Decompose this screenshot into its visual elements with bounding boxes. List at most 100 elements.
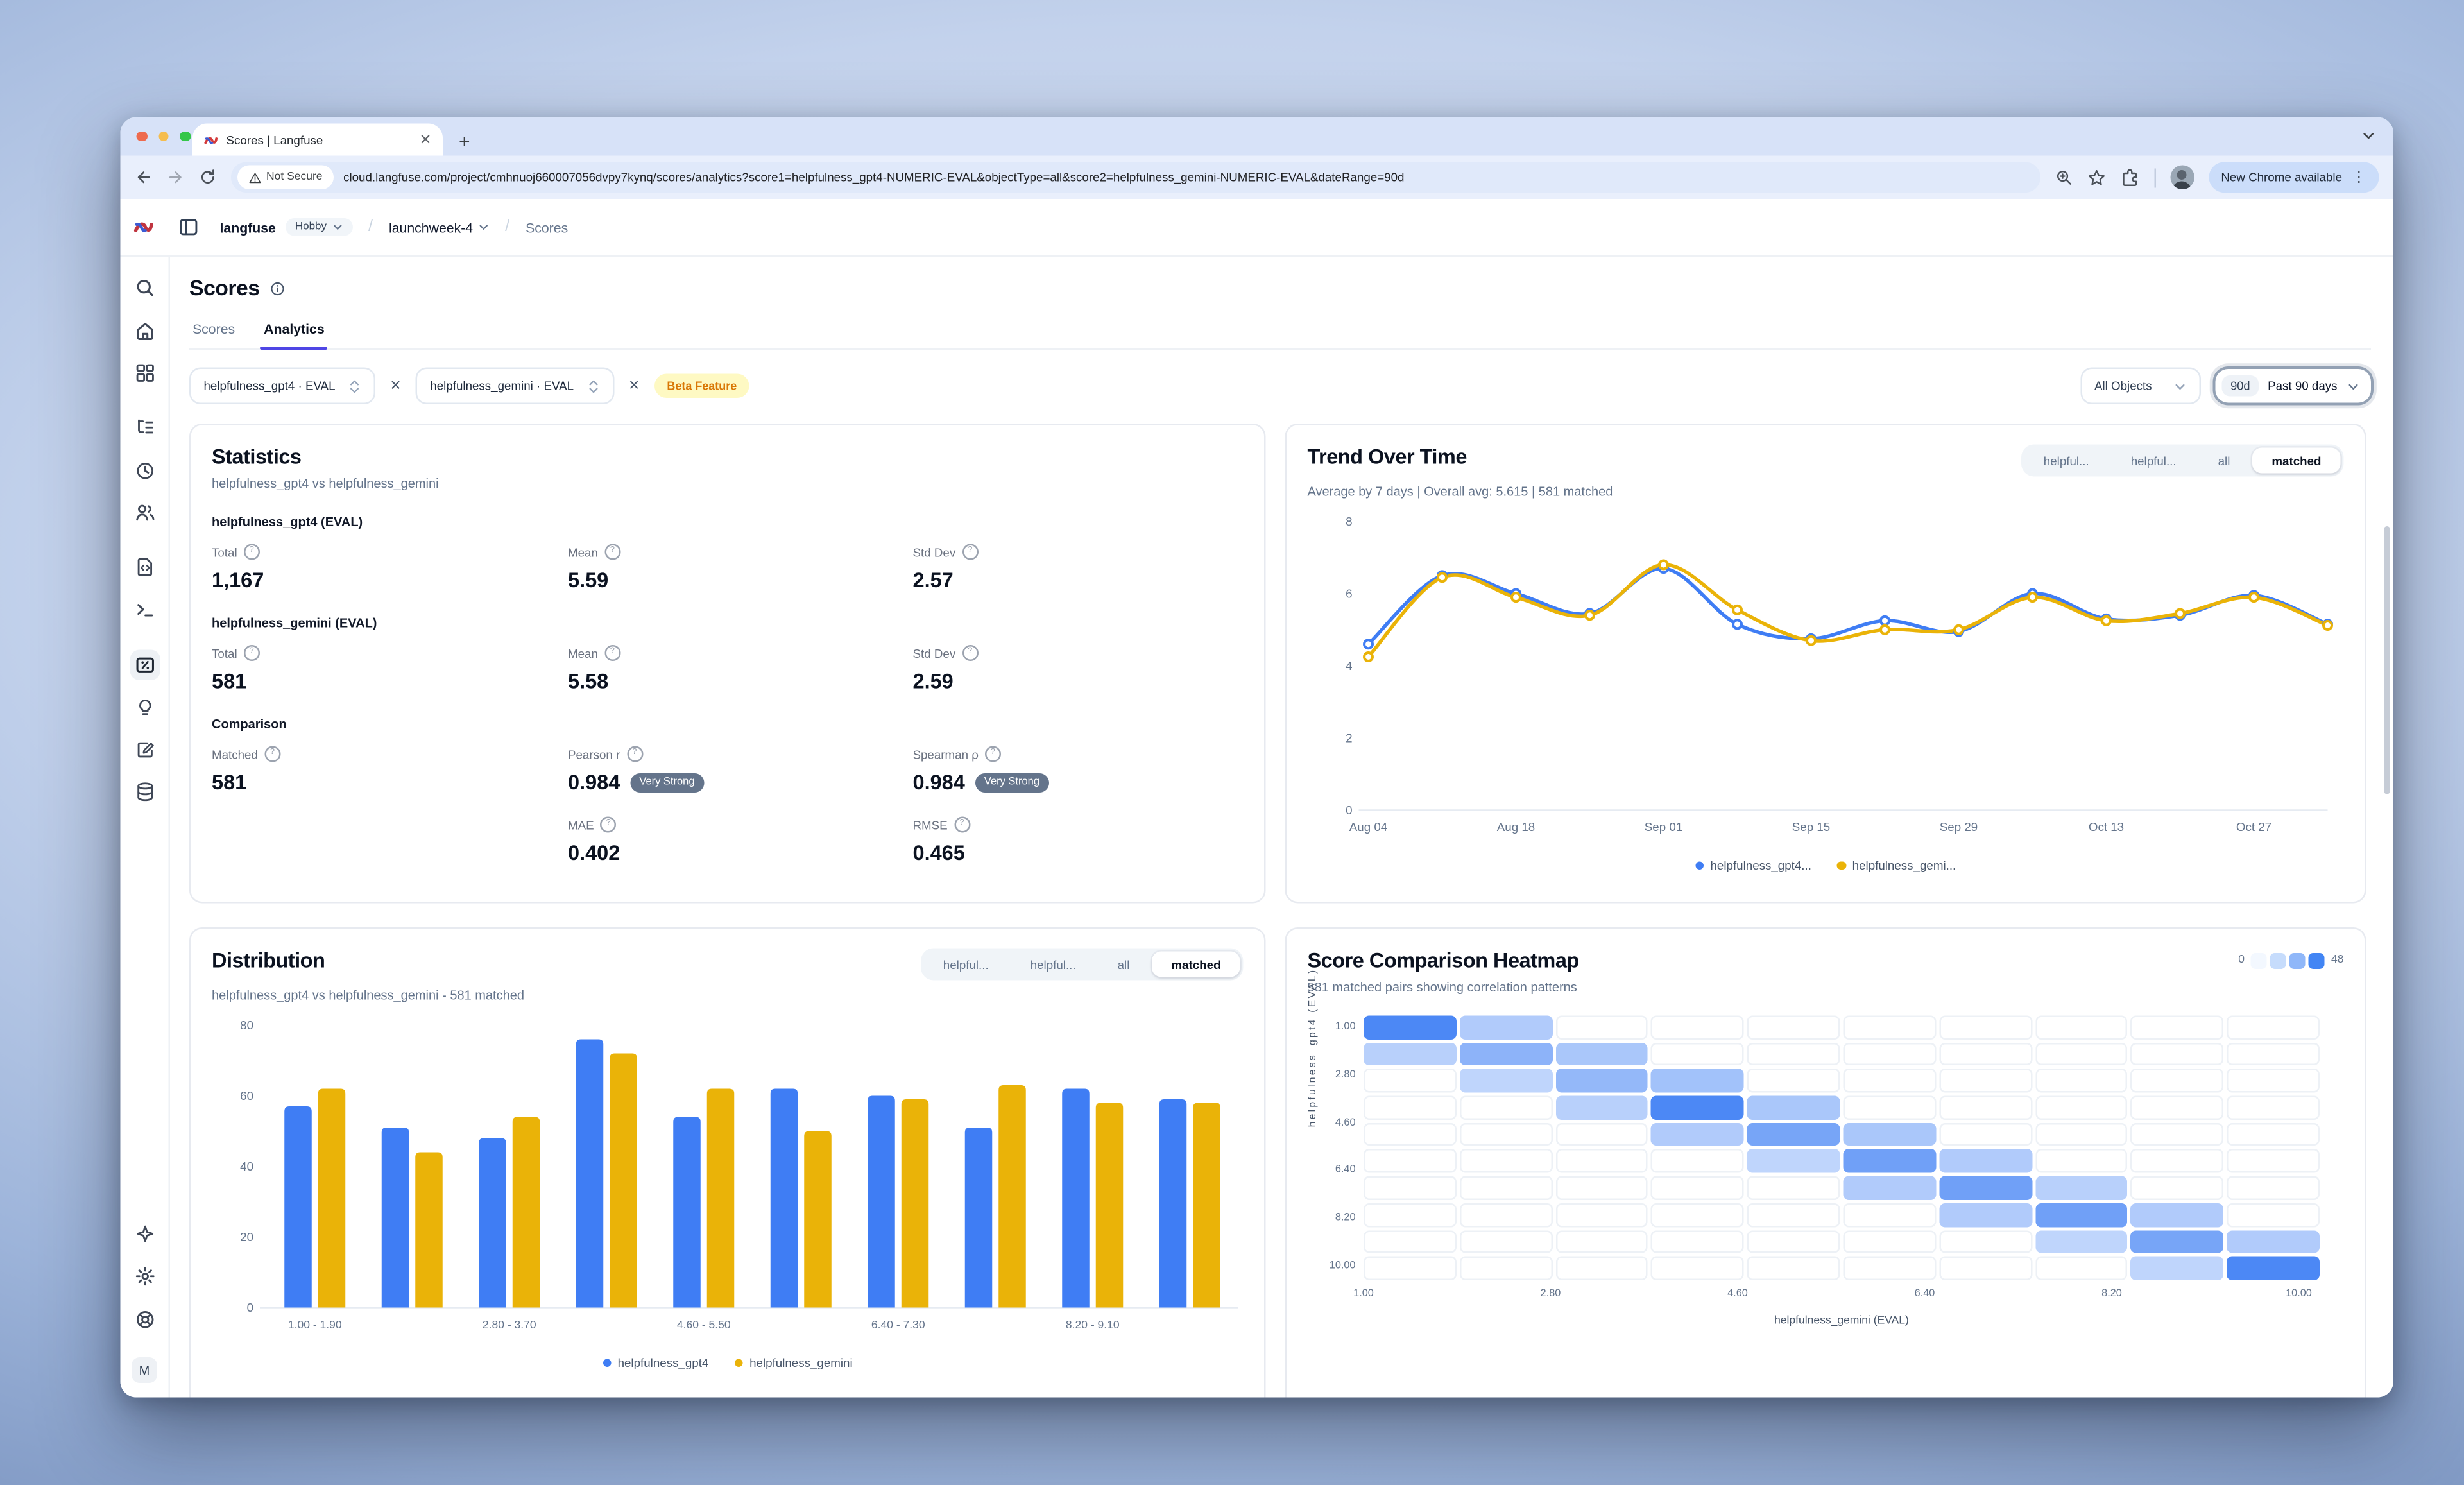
heatmap-cell[interactable] xyxy=(2130,1122,2224,1147)
zoom-window-button[interactable] xyxy=(180,131,191,142)
heatmap-cell[interactable] xyxy=(1843,1069,1936,1093)
heatmap-cell[interactable] xyxy=(1938,1095,2032,1120)
remove-score1-button[interactable]: ✕ xyxy=(389,377,402,393)
help-icon[interactable]: ? xyxy=(984,746,1001,762)
heatmap-cell[interactable] xyxy=(2227,1149,2320,1173)
minimize-window-button[interactable] xyxy=(158,131,169,142)
heatmap-cell[interactable] xyxy=(1747,1095,1840,1120)
heatmap-cell[interactable] xyxy=(1555,1176,1648,1200)
llm-judge-lightbulb-icon[interactable] xyxy=(129,692,160,723)
heatmap-cell[interactable] xyxy=(1555,1095,1648,1120)
heatmap-cell[interactable] xyxy=(1843,1203,1936,1227)
support-lifebuoy-icon[interactable] xyxy=(129,1303,160,1334)
heatmap-cell[interactable] xyxy=(2227,1176,2320,1200)
heatmap-cell[interactable] xyxy=(1364,1257,1457,1280)
address-bar[interactable]: Not Secure cloud.langfuse.com/project/cm… xyxy=(231,162,2040,193)
toggle-helpful[interactable]: helpful... xyxy=(2043,453,2089,468)
heatmap-cell[interactable] xyxy=(1651,1230,1744,1254)
extensions-puzzle-icon[interactable] xyxy=(2120,167,2139,187)
sidebar-toggle-icon[interactable] xyxy=(178,217,200,238)
heatmap-cell[interactable] xyxy=(1555,1015,1648,1040)
heatmap-cell[interactable] xyxy=(1747,1203,1840,1227)
heatmap-cell[interactable] xyxy=(1555,1069,1648,1093)
heatmap-cell[interactable] xyxy=(1651,1176,1744,1200)
toggle-matched[interactable]: matched xyxy=(2252,447,2341,474)
heatmap-cell[interactable] xyxy=(2130,1149,2224,1173)
close-window-button[interactable] xyxy=(136,131,147,142)
heatmap-cell[interactable] xyxy=(2227,1095,2320,1120)
heatmap-cell[interactable] xyxy=(1938,1042,2032,1066)
help-icon[interactable]: ? xyxy=(962,645,979,661)
heatmap-cell[interactable] xyxy=(1555,1257,1648,1280)
heatmap-cell[interactable] xyxy=(2130,1015,2224,1040)
heatmap-cell[interactable] xyxy=(2035,1015,2128,1040)
annotation-queues-icon[interactable] xyxy=(129,734,160,765)
new-tab-button[interactable]: + xyxy=(459,130,470,153)
heatmap-cell[interactable] xyxy=(1747,1257,1840,1280)
heatmap-cell[interactable] xyxy=(1938,1149,2032,1173)
help-icon[interactable]: ? xyxy=(954,816,970,833)
help-icon[interactable]: ? xyxy=(604,544,620,560)
browser-tab[interactable]: Scores | Langfuse ✕ xyxy=(193,123,443,156)
heatmap-cell[interactable] xyxy=(1938,1176,2032,1200)
heatmap-cell[interactable] xyxy=(1364,1230,1457,1254)
ask-ai-sparkle-icon[interactable] xyxy=(129,1219,160,1249)
heatmap-cell[interactable] xyxy=(1364,1176,1457,1200)
heatmap-cell[interactable] xyxy=(1843,1149,1936,1173)
score1-select[interactable]: helpfulness_gpt4 · EVAL xyxy=(189,367,375,404)
browser-profile-avatar[interactable] xyxy=(2169,165,2194,189)
heatmap-cell[interactable] xyxy=(1938,1257,2032,1280)
heatmap-cell[interactable] xyxy=(1843,1122,1936,1147)
heatmap-cell[interactable] xyxy=(1459,1176,1552,1200)
heatmap-cell[interactable] xyxy=(2227,1069,2320,1093)
browser-menu-icon[interactable]: ⋮ xyxy=(2352,168,2366,185)
tab-strip-chevron-icon[interactable] xyxy=(2361,128,2376,143)
tab-close-icon[interactable]: ✕ xyxy=(419,130,432,147)
help-icon[interactable]: ? xyxy=(243,645,260,661)
breadcrumb-project[interactable]: launchweek-4 xyxy=(389,219,489,235)
chrome-update-button[interactable]: New Chrome available ⋮ xyxy=(2208,162,2379,193)
help-icon[interactable]: ? xyxy=(626,746,643,762)
breadcrumb-org[interactable]: langfuse xyxy=(219,219,276,236)
heatmap-cell[interactable] xyxy=(1651,1122,1744,1147)
heatmap-cell[interactable] xyxy=(2035,1230,2128,1254)
heatmap-cell[interactable] xyxy=(2035,1203,2128,1227)
heatmap-cell[interactable] xyxy=(1364,1095,1457,1120)
heatmap-cell[interactable] xyxy=(1364,1042,1457,1066)
back-button[interactable] xyxy=(135,169,153,187)
heatmap-cell[interactable] xyxy=(1843,1257,1936,1280)
heatmap-cell[interactable] xyxy=(1459,1230,1552,1254)
toggle-all[interactable]: all xyxy=(2218,453,2230,468)
heatmap-cell[interactable] xyxy=(1938,1230,2032,1254)
tracing-icon[interactable] xyxy=(129,413,160,443)
heatmap-cell[interactable] xyxy=(2227,1015,2320,1040)
heatmap-cell[interactable] xyxy=(1459,1042,1552,1066)
sessions-clock-icon[interactable] xyxy=(129,455,160,486)
user-avatar[interactable]: M xyxy=(132,1357,157,1383)
heatmap-cell[interactable] xyxy=(1843,1015,1936,1040)
heatmap-cell[interactable] xyxy=(2035,1042,2128,1066)
heatmap-cell[interactable] xyxy=(1555,1042,1648,1066)
heatmap-cell[interactable] xyxy=(1364,1203,1457,1227)
heatmap-cell[interactable] xyxy=(1938,1015,2032,1040)
toggle-matched[interactable]: matched xyxy=(1152,951,1240,977)
object-type-select[interactable]: All Objects xyxy=(2080,367,2202,404)
heatmap-cell[interactable] xyxy=(1364,1149,1457,1173)
heatmap-cell[interactable] xyxy=(2130,1203,2224,1227)
help-icon[interactable]: ? xyxy=(600,816,617,833)
site-security-chip[interactable]: Not Secure xyxy=(237,165,334,189)
toggle-all[interactable]: all xyxy=(1117,957,1130,972)
search-icon[interactable] xyxy=(129,273,160,304)
heatmap-cell[interactable] xyxy=(1938,1203,2032,1227)
heatmap-cell[interactable] xyxy=(1747,1015,1840,1040)
heatmap-cell[interactable] xyxy=(2035,1069,2128,1093)
heatmap-cell[interactable] xyxy=(2227,1203,2320,1227)
heatmap-cell[interactable] xyxy=(1459,1122,1552,1147)
heatmap-cell[interactable] xyxy=(1651,1257,1744,1280)
heatmap-cell[interactable] xyxy=(1651,1015,1744,1040)
legend-item[interactable]: helpfulness_gemi... xyxy=(1836,859,1956,873)
heatmap-cell[interactable] xyxy=(1843,1095,1936,1120)
heatmap-cell[interactable] xyxy=(1555,1122,1648,1147)
heatmap-cell[interactable] xyxy=(1459,1203,1552,1227)
toggle-helpful[interactable]: helpful... xyxy=(943,957,989,972)
